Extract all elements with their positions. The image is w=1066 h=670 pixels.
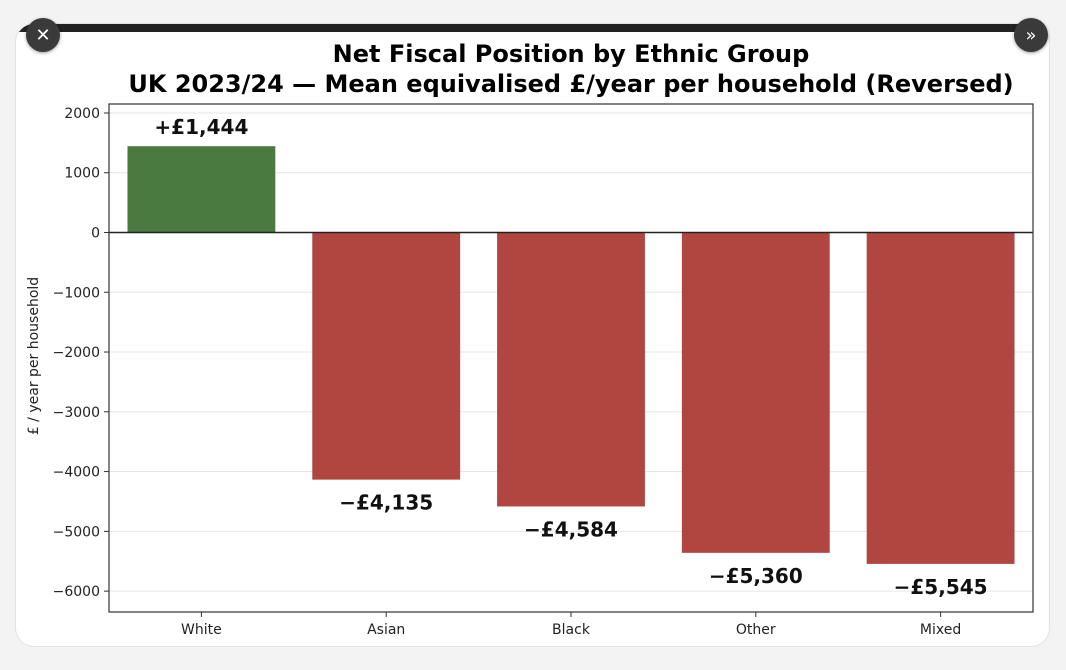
x-tick-label: Black xyxy=(552,622,591,638)
data-label: −£5,360 xyxy=(709,564,803,588)
y-tick-label: −2000 xyxy=(53,345,100,361)
x-tick-label: Mixed xyxy=(920,622,961,638)
chart-subtitle: UK 2023/24 — Mean equivalised £/year per… xyxy=(128,70,1013,98)
next-icon[interactable]: » xyxy=(1014,18,1048,52)
x-tick-label: Asian xyxy=(367,622,405,638)
y-axis-label: £ / year per household xyxy=(26,277,42,435)
y-tick-label: −1000 xyxy=(53,285,100,301)
data-label: −£5,545 xyxy=(894,575,988,599)
chart: Net Fiscal Position by Ethnic Group UK 2… xyxy=(26,40,1034,638)
y-tick-label: −5000 xyxy=(53,524,100,540)
bar-other xyxy=(681,232,830,553)
y-tick-label: 1000 xyxy=(64,166,100,182)
bar-white xyxy=(127,146,276,233)
bar-mixed xyxy=(866,232,1015,564)
y-tick-label: −3000 xyxy=(53,405,100,421)
bar-asian xyxy=(312,232,461,480)
plot-frame xyxy=(108,103,1034,613)
data-label: +£1,444 xyxy=(154,115,248,139)
y-tick-label: −4000 xyxy=(53,465,100,481)
data-label: −£4,584 xyxy=(524,517,618,541)
close-icon[interactable]: ✕ xyxy=(26,18,60,52)
x-tick-label: Other xyxy=(736,622,776,638)
y-tick-label: −6000 xyxy=(53,584,100,600)
chart-title: Net Fiscal Position by Ethnic Group xyxy=(333,40,810,68)
bar-black xyxy=(497,232,645,507)
y-tick-label: 0 xyxy=(91,225,100,241)
data-label: −£4,135 xyxy=(339,491,433,515)
y-tick-label: 2000 xyxy=(64,106,100,122)
image-card: Net Fiscal Position by Ethnic Group UK 2… xyxy=(16,24,1049,646)
top-strip xyxy=(16,24,1049,32)
x-tick-label: White xyxy=(181,622,222,638)
